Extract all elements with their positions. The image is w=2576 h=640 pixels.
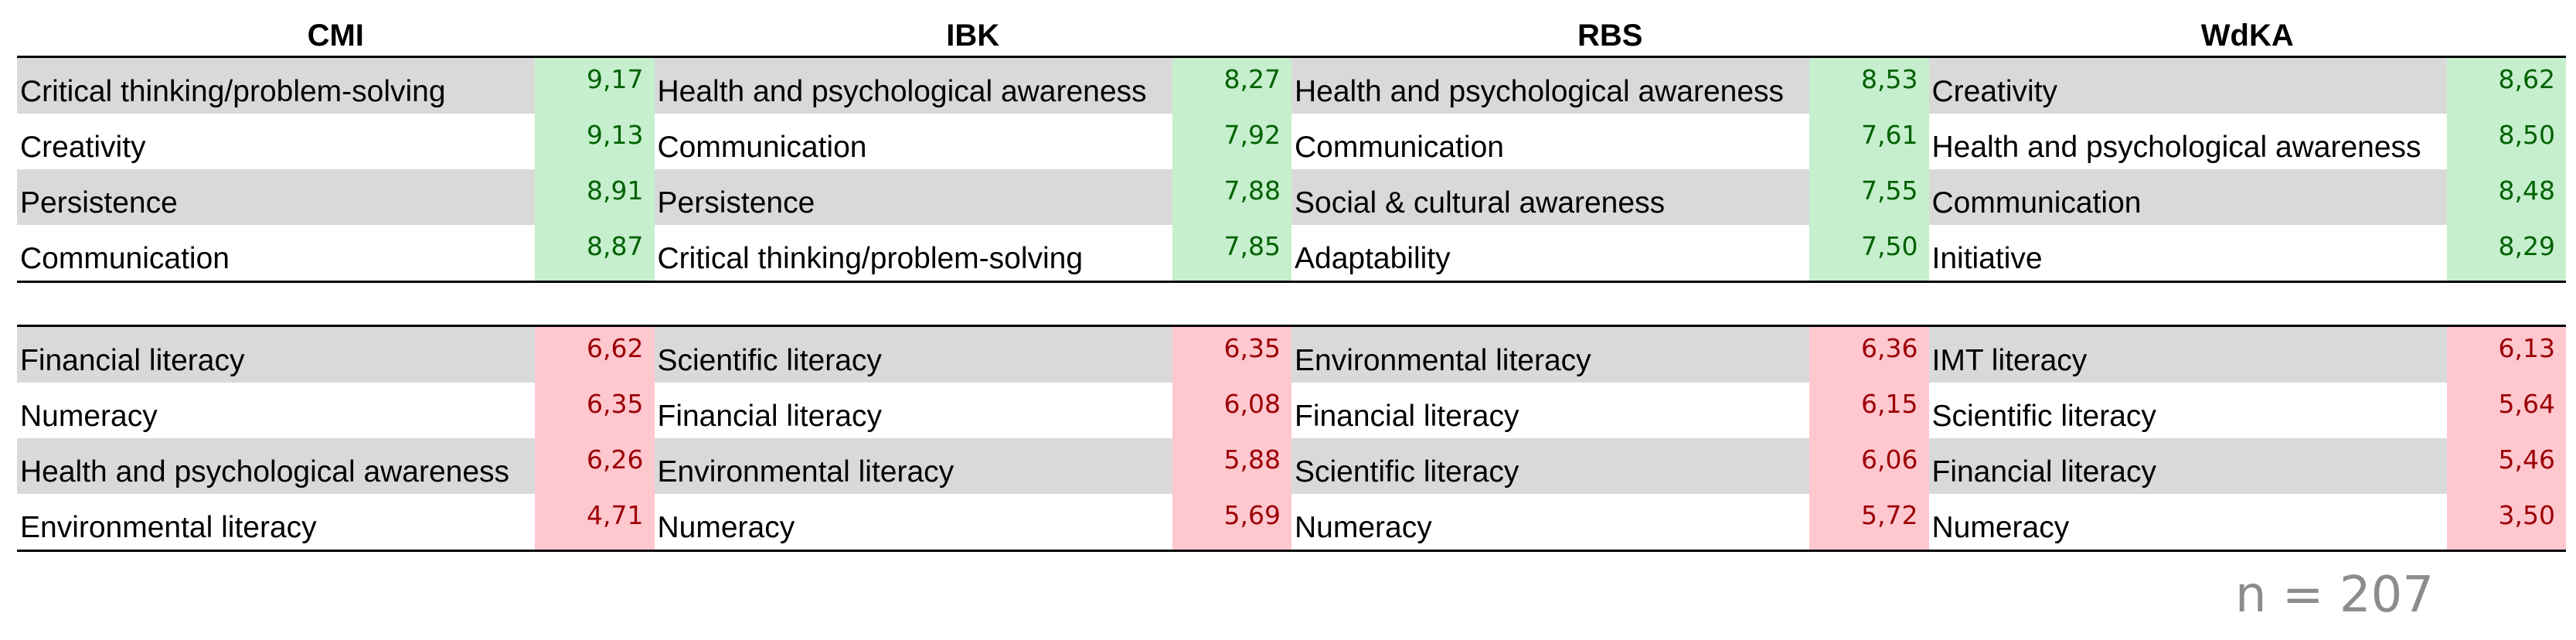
column-headers: CMI IBK RBS WdKA xyxy=(17,0,2566,56)
score-value: 5,46 xyxy=(2446,438,2566,494)
table-row: Communication 8,87 Critical thinking/prob… xyxy=(17,225,2566,281)
score-value: 6,35 xyxy=(1172,327,1291,383)
score-value: 8,53 xyxy=(1809,58,1929,114)
skill-label: Communication xyxy=(20,242,230,275)
table-row: Numeracy 6,35 Financial literacy 6,08 Fina… xyxy=(17,383,2566,438)
score-value: 6,62 xyxy=(535,327,655,383)
section-gap xyxy=(17,283,2566,325)
skill-label: Creativity xyxy=(20,131,146,164)
skill-label: Health and psychological awareness xyxy=(1931,131,2421,164)
bottom-skills-block: Financial literacy 6,62 Scientific litera… xyxy=(17,325,2566,552)
table-row: Persistence 8,91 Persistence 7,88 Social &… xyxy=(17,169,2566,225)
skill-label: Financial literacy xyxy=(657,400,882,433)
score-value: 6,26 xyxy=(535,438,655,494)
skill-label: Numeracy xyxy=(1931,511,2070,544)
score-value: 6,15 xyxy=(1809,383,1929,438)
score-value: 7,92 xyxy=(1172,114,1291,169)
table-row: Creativity 9,13 Communication 7,92 Communi… xyxy=(17,114,2566,169)
skill-label: Numeracy xyxy=(657,511,795,544)
score-value: 8,48 xyxy=(2446,169,2566,225)
skill-label: Scientific literacy xyxy=(1931,400,2156,433)
skill-label: Initiative xyxy=(1931,242,2043,275)
score-value: 9,17 xyxy=(535,58,655,114)
skill-label: Health and psychological awareness xyxy=(17,438,535,494)
score-value: 7,55 xyxy=(1809,169,1929,225)
skill-label: Financial literacy xyxy=(1295,400,1519,433)
score-value: 6,36 xyxy=(1809,327,1929,383)
score-value: 7,61 xyxy=(1809,114,1929,169)
score-value: 6,35 xyxy=(535,383,655,438)
skills-ranking-table: CMI IBK RBS WdKA Critical thinking/probl… xyxy=(17,0,2566,552)
score-value: 8,27 xyxy=(1172,58,1291,114)
skill-label: Creativity xyxy=(1928,58,2447,114)
skill-label: Persistence xyxy=(17,169,535,225)
table-row: Critical thinking/problem-solving 9,17 He… xyxy=(17,58,2566,114)
skill-label: Numeracy xyxy=(1295,511,1432,544)
score-value: 4,71 xyxy=(535,494,655,550)
skill-label: Adaptability xyxy=(1295,242,1451,275)
top-skills-block: Critical thinking/problem-solving 9,17 He… xyxy=(17,56,2566,283)
skill-label: IMT literacy xyxy=(1928,327,2447,383)
score-value: 9,13 xyxy=(535,114,655,169)
column-header-wdka: WdKA xyxy=(2200,19,2294,53)
skill-label: Environmental literacy xyxy=(654,438,1172,494)
skill-label: Critical thinking/problem-solving xyxy=(657,242,1084,275)
score-value: 6,06 xyxy=(1809,438,1929,494)
skill-label: Critical thinking/problem-solving xyxy=(17,58,535,114)
score-value: 5,88 xyxy=(1172,438,1291,494)
skill-label: Communication xyxy=(1295,131,1504,164)
skill-label: Communication xyxy=(1928,169,2447,225)
column-header-rbs: RBS xyxy=(1577,19,1643,53)
score-value: 8,87 xyxy=(535,225,655,281)
table-row: Environmental literacy 4,71 Numeracy 5,69 … xyxy=(17,494,2566,550)
skill-label: Scientific literacy xyxy=(654,327,1172,383)
score-value: 5,72 xyxy=(1809,494,1929,550)
skill-label: Social & cultural awareness xyxy=(1291,169,1809,225)
score-value: 6,13 xyxy=(2446,327,2566,383)
skill-label: Financial literacy xyxy=(1928,438,2447,494)
score-value: 7,85 xyxy=(1172,225,1291,281)
table-row: Health and psychological awareness 6,26 E… xyxy=(17,438,2566,494)
skill-label: Numeracy xyxy=(20,400,158,433)
skill-label: Health and psychological awareness xyxy=(654,58,1172,114)
skill-label: Communication xyxy=(657,131,867,164)
score-value: 5,64 xyxy=(2446,383,2566,438)
sample-size-label: n = 207 xyxy=(2235,567,2435,624)
skill-label: Health and psychological awareness xyxy=(1291,58,1809,114)
column-header-cmi: CMI xyxy=(307,19,364,53)
score-value: 3,50 xyxy=(2446,494,2566,550)
skill-label: Financial literacy xyxy=(17,327,535,383)
score-value: 7,50 xyxy=(1809,225,1929,281)
skill-label: Scientific literacy xyxy=(1291,438,1809,494)
score-value: 8,62 xyxy=(2446,58,2566,114)
skill-label: Environmental literacy xyxy=(20,511,317,544)
score-value: 7,88 xyxy=(1172,169,1291,225)
skill-label: Persistence xyxy=(654,169,1172,225)
table-row: Financial literacy 6,62 Scientific litera… xyxy=(17,327,2566,383)
skill-label: Environmental literacy xyxy=(1291,327,1809,383)
score-value: 8,50 xyxy=(2446,114,2566,169)
score-value: 6,08 xyxy=(1172,383,1291,438)
score-value: 8,29 xyxy=(2446,225,2566,281)
column-header-ibk: IBK xyxy=(946,19,1000,53)
score-value: 8,91 xyxy=(535,169,655,225)
score-value: 5,69 xyxy=(1172,494,1291,550)
